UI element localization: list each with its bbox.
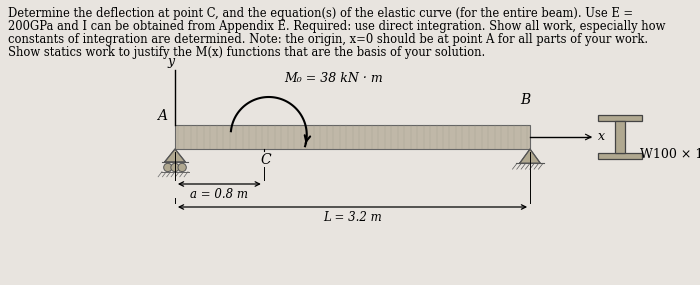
Polygon shape xyxy=(598,115,642,121)
Polygon shape xyxy=(519,149,540,163)
Text: M₀ = 38 kN · m: M₀ = 38 kN · m xyxy=(284,72,382,85)
Bar xyxy=(175,125,530,149)
Circle shape xyxy=(178,163,186,172)
Circle shape xyxy=(164,163,172,172)
Text: x: x xyxy=(598,131,605,144)
Polygon shape xyxy=(615,121,625,153)
Text: 200GPa and I can be obtained from Appendix E. Required: use direct integration. : 200GPa and I can be obtained from Append… xyxy=(8,20,666,33)
Text: B: B xyxy=(520,93,530,107)
Text: A: A xyxy=(157,109,167,123)
Polygon shape xyxy=(598,153,642,159)
Text: L = 3.2 m: L = 3.2 m xyxy=(323,211,382,224)
Text: C: C xyxy=(260,153,271,167)
Text: a = 0.8 m: a = 0.8 m xyxy=(190,188,248,201)
Circle shape xyxy=(171,163,179,172)
Text: y: y xyxy=(167,55,174,68)
Text: Determine the deflection at point C, and the equation(s) of the elastic curve (f: Determine the deflection at point C, and… xyxy=(8,7,633,20)
Polygon shape xyxy=(164,149,186,162)
Text: Show statics work to justify the M(x) functions that are the basis of your solut: Show statics work to justify the M(x) fu… xyxy=(8,46,485,59)
Text: constants of integration are determined. Note: the origin, x=0 should be at poin: constants of integration are determined.… xyxy=(8,33,648,46)
Text: W100 × 19.3: W100 × 19.3 xyxy=(640,148,700,160)
